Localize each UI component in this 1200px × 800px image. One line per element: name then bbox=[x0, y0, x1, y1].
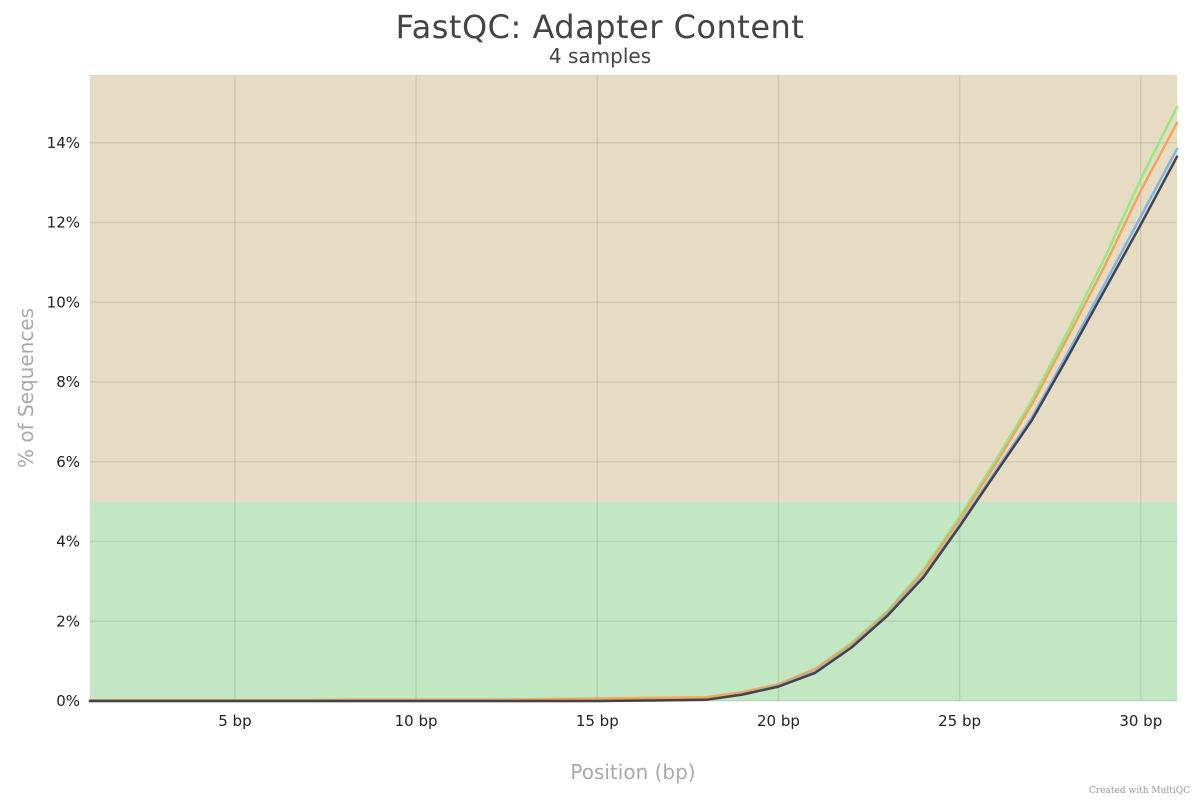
x-tick-label: 15 bp bbox=[576, 712, 619, 730]
x-tick-label: 20 bp bbox=[757, 712, 800, 730]
y-tick-label: 14% bbox=[47, 134, 80, 152]
y-tick-label: 2% bbox=[56, 612, 80, 630]
x-tick-label: 30 bp bbox=[1119, 712, 1162, 730]
y-tick-label: 6% bbox=[56, 453, 80, 471]
y-tick-label: 4% bbox=[56, 533, 80, 551]
threshold-bands bbox=[90, 75, 1177, 701]
band-warn bbox=[90, 75, 1177, 502]
x-axis-title: Position (bp) bbox=[570, 760, 695, 784]
x-tick-label: 5 bp bbox=[218, 712, 251, 730]
x-tick-label: 25 bp bbox=[938, 712, 981, 730]
y-axis-ticks: 0% 2% 4% 6% 8% 10% 12% 14% bbox=[47, 134, 80, 710]
chart-title: FastQC: Adapter Content bbox=[395, 8, 805, 46]
multiqc-credit: Created with MultiQC bbox=[1089, 786, 1190, 796]
band-ok bbox=[90, 501, 1177, 701]
y-tick-label: 12% bbox=[47, 214, 80, 232]
series-line-4 bbox=[88, 155, 1179, 703]
x-tick-label: 10 bp bbox=[395, 712, 438, 730]
y-tick-label: 0% bbox=[56, 692, 80, 710]
x-axis-ticks: 5 bp 10 bp 15 bp 20 bp 25 bp 30 bp bbox=[218, 712, 1162, 730]
series-lines bbox=[88, 105, 1179, 703]
y-tick-label: 10% bbox=[47, 293, 80, 311]
y-tick-label: 8% bbox=[56, 373, 80, 391]
y-axis-title: % of Sequences bbox=[14, 308, 38, 468]
chart-subtitle: 4 samples bbox=[548, 44, 652, 68]
